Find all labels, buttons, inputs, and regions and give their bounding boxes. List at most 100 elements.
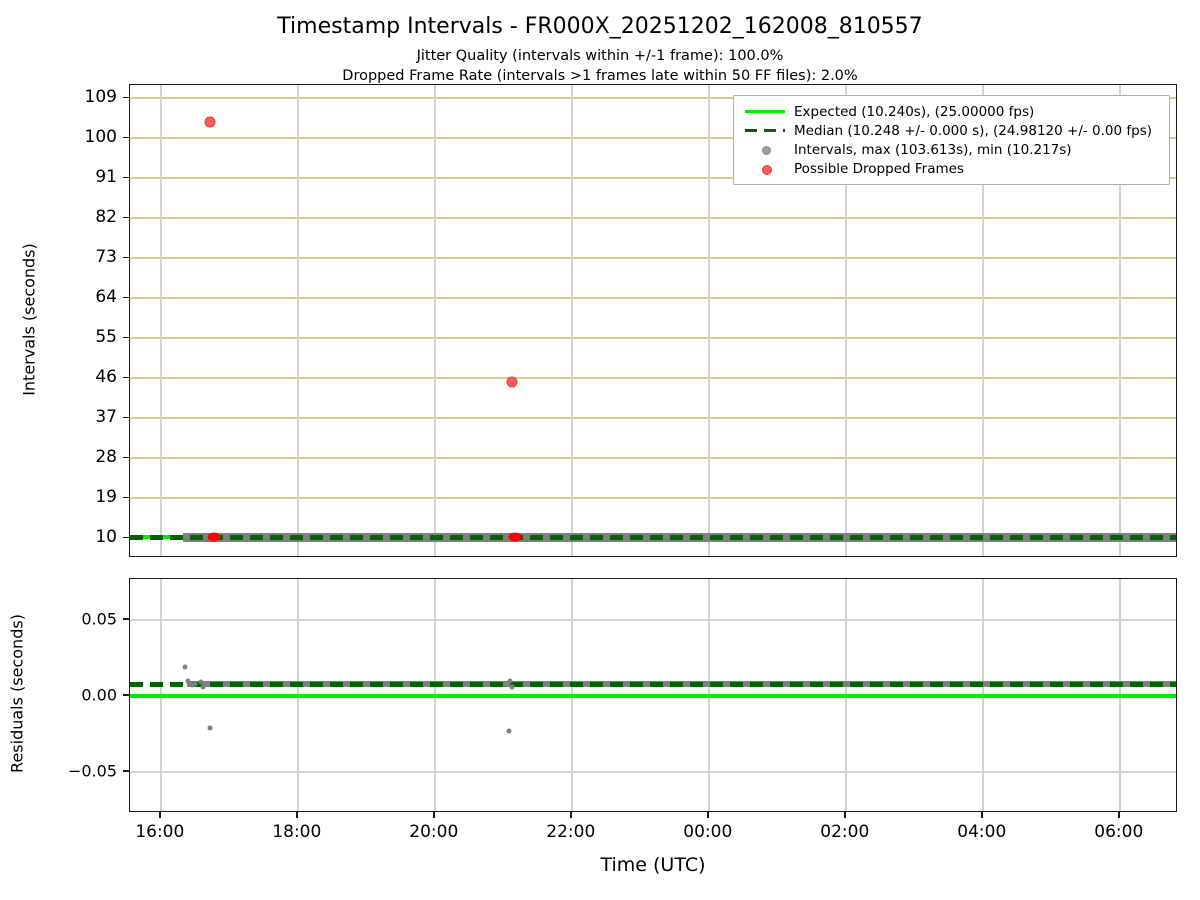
legend-swatch-expected-line xyxy=(742,102,788,121)
gridline-horizontal xyxy=(130,337,1176,340)
x-tick-mark xyxy=(1117,812,1120,818)
gridline-vertical xyxy=(570,85,573,556)
legend-item-expected: Expected (10.240s), (25.00000 fps) xyxy=(742,102,1161,121)
residual-point xyxy=(189,682,195,688)
gridline-vertical xyxy=(981,85,984,556)
y-tick-mark xyxy=(123,416,129,419)
gridline-horizontal xyxy=(130,137,1176,140)
gridline-horizontal xyxy=(130,97,1176,100)
residual-point xyxy=(182,664,188,670)
y-tick-mark xyxy=(123,376,129,379)
legend-label-intervals: Intervals, max (103.613s), min (10.217s) xyxy=(794,141,1072,158)
y-tick-mark xyxy=(123,496,129,499)
gridline-vertical xyxy=(707,85,710,556)
x-tick-label: 04:00 xyxy=(957,822,1007,842)
y-tick-mark xyxy=(123,176,129,179)
y-tick-mark xyxy=(123,256,129,259)
y-tick-label: −0.05 xyxy=(67,761,117,781)
legend-item-intervals: Intervals, max (103.613s), min (10.217s) xyxy=(742,140,1161,159)
gridline-horizontal xyxy=(130,297,1176,300)
y-tick-label: 73 xyxy=(95,247,117,268)
y-tick-mark xyxy=(123,694,129,696)
gridline-vertical xyxy=(1118,85,1121,556)
y-tick-mark xyxy=(123,296,129,299)
y-tick-mark xyxy=(123,336,129,339)
gridline-horizontal xyxy=(130,257,1176,260)
x-tick-mark xyxy=(570,812,572,818)
residual-point xyxy=(507,678,513,684)
expected-residual-line xyxy=(130,694,1176,698)
y-tick-label: 91 xyxy=(95,167,117,188)
y-tick-mark xyxy=(123,770,129,772)
legend-label-expected: Expected (10.240s), (25.00000 fps) xyxy=(794,103,1035,120)
residual-point xyxy=(198,679,204,685)
residual-point xyxy=(200,684,206,690)
y-tick-label: 109 xyxy=(84,87,117,108)
intervals-y-axis-label: Intervals (seconds) xyxy=(19,242,39,396)
y-tick-label: 100 xyxy=(84,127,117,148)
chart-legend: Expected (10.240s), (25.00000 fps) Media… xyxy=(733,95,1170,185)
dropped-frame-rate-subtitle: Dropped Frame Rate (intervals >1 frames … xyxy=(342,68,858,84)
residuals-plot-area xyxy=(130,579,1176,811)
x-tick-label: 22:00 xyxy=(546,822,596,842)
residual-point xyxy=(207,725,213,731)
x-tick-mark xyxy=(706,812,709,818)
gridline-horizontal xyxy=(130,177,1176,180)
legend-swatch-dropped-marker xyxy=(742,159,788,178)
dropped-frame-marker xyxy=(204,116,216,128)
jitter-quality-subtitle: Jitter Quality (intervals within +/-1 fr… xyxy=(416,48,784,64)
x-tick-mark xyxy=(843,812,846,818)
page-title: Timestamp Intervals - FR000X_20251202_16… xyxy=(277,14,923,39)
gridline-horizontal xyxy=(130,417,1176,420)
intervals-plot-area xyxy=(130,85,1176,556)
y-tick-mark xyxy=(123,96,129,99)
residual-point xyxy=(192,681,198,687)
x-tick-mark xyxy=(980,812,983,818)
dropped-frame-blob xyxy=(207,532,221,542)
y-tick-label: 55 xyxy=(95,327,117,348)
y-tick-label: 46 xyxy=(95,367,117,388)
gridline-vertical xyxy=(844,85,847,556)
x-tick-label: 16:00 xyxy=(135,822,185,842)
y-tick-mark xyxy=(123,536,129,539)
x-tick-label: 02:00 xyxy=(820,822,870,842)
y-tick-label: 19 xyxy=(95,487,117,508)
dropped-frame-blob xyxy=(508,532,522,542)
y-tick-label: 64 xyxy=(95,287,117,308)
legend-item-median: Median (10.248 +/- 0.000 s), (24.98120 +… xyxy=(742,121,1161,140)
legend-swatch-intervals-marker xyxy=(742,140,788,159)
gridline-vertical xyxy=(296,85,299,556)
legend-swatch-median-line xyxy=(742,121,788,140)
x-tick-mark xyxy=(296,812,298,818)
dropped-frame-marker xyxy=(506,376,518,387)
x-tick-label: 06:00 xyxy=(1094,822,1144,842)
legend-label-median: Median (10.248 +/- 0.000 s), (24.98120 +… xyxy=(794,122,1153,139)
median-interval-line xyxy=(130,535,1176,540)
legend-item-dropped-frames: Possible Dropped Frames xyxy=(742,159,1161,178)
gridline-horizontal xyxy=(130,497,1176,500)
gridline-vertical xyxy=(433,85,436,556)
y-tick-label: 28 xyxy=(95,447,117,468)
gridline-vertical xyxy=(159,85,162,556)
y-tick-label: 0.00 xyxy=(81,685,117,705)
y-tick-mark xyxy=(123,618,129,620)
gridline-horizontal xyxy=(130,377,1176,380)
gridline-horizontal xyxy=(130,619,1176,621)
y-tick-label: 10 xyxy=(95,527,117,548)
y-tick-mark xyxy=(123,216,129,219)
y-tick-mark xyxy=(123,136,129,139)
y-tick-label: 0.05 xyxy=(81,609,117,629)
residual-point xyxy=(185,678,191,684)
y-tick-label: 37 xyxy=(95,407,117,428)
y-tick-label: 82 xyxy=(95,207,117,228)
x-tick-label: 18:00 xyxy=(272,822,322,842)
y-tick-mark xyxy=(123,456,129,459)
median-residual-line xyxy=(130,682,1176,687)
gridline-horizontal xyxy=(130,771,1176,773)
residual-point xyxy=(506,728,512,734)
legend-label-dropped-frames: Possible Dropped Frames xyxy=(794,160,964,177)
gridline-horizontal xyxy=(130,217,1176,220)
x-tick-mark xyxy=(159,812,161,818)
residuals-y-axis-label: Residuals (seconds) xyxy=(7,614,27,773)
